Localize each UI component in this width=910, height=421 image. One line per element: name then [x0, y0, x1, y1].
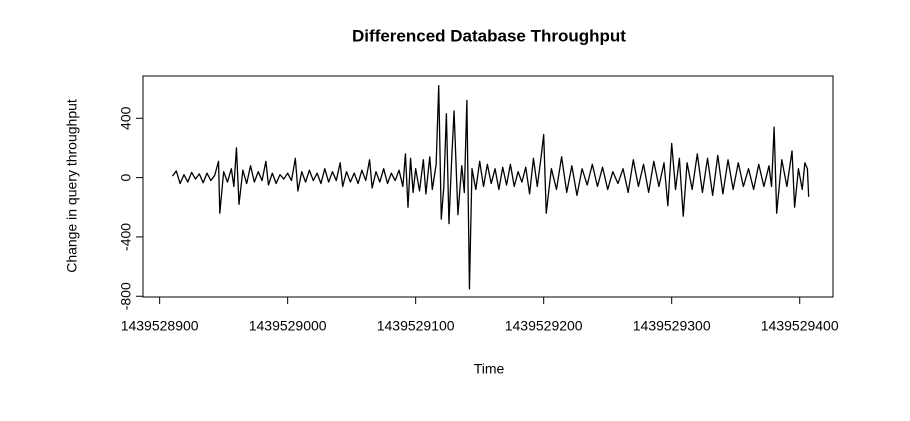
- y-tick-label: -400: [118, 223, 134, 251]
- y-tick-label: -800: [118, 282, 134, 310]
- x-tick-label: 1439529400: [761, 318, 839, 334]
- y-tick-label: 400: [118, 106, 134, 130]
- plot-box: [142, 75, 834, 298]
- x-axis-label: Time: [474, 361, 505, 377]
- x-tick-label: 1439529000: [249, 318, 327, 334]
- y-axis-label: Change in query throughput: [64, 99, 80, 273]
- y-tick-label: 0: [118, 173, 134, 181]
- x-tick-label: 1439529200: [505, 318, 583, 334]
- x-tick-label: 1439529100: [377, 318, 455, 334]
- x-tick-label: 1439529300: [633, 318, 711, 334]
- chart-title: Differenced Database Throughput: [352, 26, 626, 45]
- x-tick-label: 1439528900: [121, 318, 199, 334]
- data-line: [171, 84, 810, 290]
